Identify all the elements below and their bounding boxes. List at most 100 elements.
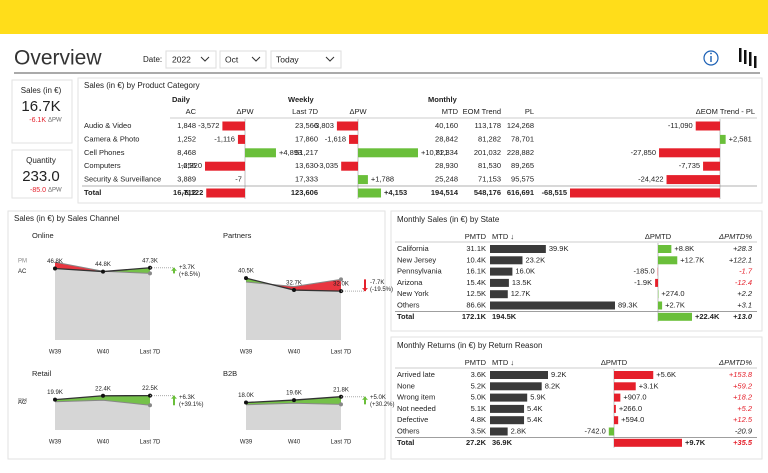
kpi-delta-label: ΔPW [48, 188, 62, 194]
variance-bar [655, 278, 658, 287]
cell: 10.4K [466, 255, 486, 264]
cell: -24,422 [638, 175, 663, 184]
cell: +4,893 [279, 148, 302, 157]
variance-bar [658, 256, 678, 265]
cell: 17,860 [295, 134, 318, 143]
dropdown-box[interactable] [165, 50, 217, 69]
group-header: Daily [172, 95, 191, 104]
cell: 1,252 [177, 134, 196, 143]
kpi-delta-label: ΔPW [48, 118, 62, 124]
variance-bar [222, 121, 245, 131]
legend-label: PM [18, 259, 27, 265]
column-header: PL [525, 107, 534, 116]
mtd-bar [490, 256, 523, 265]
group-header: Weekly [288, 95, 315, 104]
year-dropdown[interactable]: 2022 [165, 50, 217, 69]
cell: 5.9K [530, 393, 545, 402]
period-dropdown[interactable]: Today [270, 50, 342, 69]
x-label: Last 7D [331, 350, 352, 356]
pm-point [148, 271, 152, 276]
cell: 2.8K [511, 426, 526, 435]
cell: 39.9K [549, 244, 569, 253]
pm-line [54, 399, 151, 406]
mtd-bar [490, 416, 525, 425]
chevron[interactable] [325, 56, 335, 62]
cell: 3.5K [471, 426, 486, 435]
dropdown-box[interactable] [219, 50, 267, 69]
variance-bar [336, 121, 358, 131]
column-header: MTD ↓ [492, 232, 514, 241]
ac-point [101, 393, 105, 398]
cell: 71,334 [435, 148, 458, 157]
info-dot[interactable] [710, 52, 712, 55]
row-label: Computers [84, 161, 121, 170]
variance-bar [608, 427, 614, 436]
cell: 5.4K [527, 404, 542, 413]
delta-head [362, 288, 368, 292]
column-header: EOM Trend [463, 107, 501, 116]
x-label: Last 7D [140, 440, 161, 446]
cell: 86.6K [466, 300, 486, 309]
cell: +12.7K [680, 255, 704, 264]
cell: -3,572 [198, 121, 219, 130]
delta-pct: (+8.5%) [179, 272, 200, 278]
cell: 31.1K [466, 244, 486, 253]
cell: +8.8K [674, 244, 694, 253]
month-dropdown[interactable]: Oct [219, 50, 267, 69]
kpi-title: Quantity [26, 156, 56, 165]
variance-area [294, 396, 341, 405]
dropdown-value[interactable]: Oct [225, 54, 239, 64]
info-button[interactable] [703, 50, 719, 66]
cell: +35.5 [733, 438, 753, 447]
delta-head [171, 267, 177, 271]
cell: +2.2 [737, 289, 753, 298]
cell: 5.2K [471, 381, 486, 390]
x-label: W39 [240, 440, 253, 446]
delta-pct: (-19.5%) [370, 287, 393, 293]
column-header: PMTD [465, 358, 487, 367]
info-circle[interactable] [703, 50, 719, 66]
delta-label: +3.7K [179, 265, 195, 271]
mtd-bar [490, 427, 508, 436]
page-title: Overview [14, 47, 102, 70]
value-label: 22.4K [95, 386, 111, 392]
cell: 1,255 [177, 161, 196, 170]
cell: +5.2 [737, 404, 753, 413]
cell: +594.0 [621, 415, 644, 424]
dropdown-box[interactable] [270, 50, 342, 69]
column-header: MTD ↓ [492, 358, 514, 367]
ac-area [246, 396, 341, 430]
column-header: ΔPMTD [645, 232, 672, 241]
legend-label: AC [18, 400, 27, 406]
cell: -12.4 [735, 278, 752, 287]
cell: 16.1K [466, 267, 486, 276]
cell: 172.1K [462, 312, 487, 321]
variance-bar [206, 188, 245, 198]
panel-title: Monthly Returns (in €) by Return Reason [397, 341, 542, 350]
mtd-bar [490, 290, 508, 299]
top-band [0, 0, 768, 34]
chevron[interactable] [200, 56, 210, 62]
row-label: Wrong item [397, 393, 435, 402]
column-header: ΔPMTD% [718, 232, 752, 241]
dropdown-value[interactable]: 2022 [172, 54, 191, 64]
column-header: PMTD [465, 232, 487, 241]
x-label: W39 [49, 440, 62, 446]
cell: 78,701 [511, 134, 534, 143]
cell: -6,320 [181, 161, 202, 170]
chevron[interactable] [251, 56, 261, 62]
dropdown-value[interactable]: Today [276, 54, 299, 64]
x-label: W40 [97, 350, 110, 356]
cell: 25,248 [435, 175, 458, 184]
cell: 71,153 [478, 175, 501, 184]
delta-pct: (+39.1%) [179, 402, 204, 408]
cell: -11,090 [668, 121, 693, 130]
cell: 23.2K [525, 255, 545, 264]
variance-bar [614, 404, 616, 413]
kpi-card [11, 79, 73, 144]
date-label: Date: [143, 55, 162, 64]
cell: 81,530 [478, 161, 501, 170]
x-label: W40 [288, 350, 301, 356]
row-label: Security & Surveillance [84, 175, 161, 184]
variance-bar [341, 161, 358, 171]
